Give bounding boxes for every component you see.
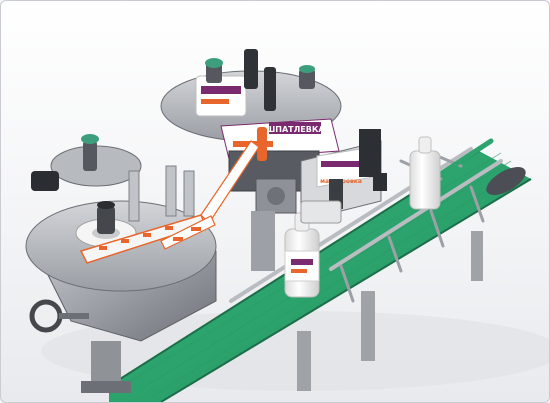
orange-roller <box>257 127 267 161</box>
right-bracket <box>359 129 381 177</box>
label-tape <box>160 140 260 250</box>
top-guide-bar <box>430 138 494 182</box>
label-print-text: ШПАТЛЕВКА <box>265 125 325 134</box>
handwheel <box>29 299 63 333</box>
green-knob <box>205 58 223 68</box>
control-knob <box>31 171 59 191</box>
center-column <box>251 211 275 271</box>
bottle <box>409 136 441 210</box>
left-spindle <box>97 206 115 234</box>
green-knob <box>81 134 99 144</box>
conveyor-leg <box>471 231 483 281</box>
left-labeling-head <box>25 134 217 393</box>
center-spindle <box>244 49 258 89</box>
left-column <box>91 341 121 386</box>
bottle <box>284 212 320 298</box>
conveyor-end-roller <box>486 167 526 196</box>
conveyor-leg <box>297 331 311 391</box>
green-knob <box>299 65 315 73</box>
conveyor-leg <box>361 291 375 361</box>
